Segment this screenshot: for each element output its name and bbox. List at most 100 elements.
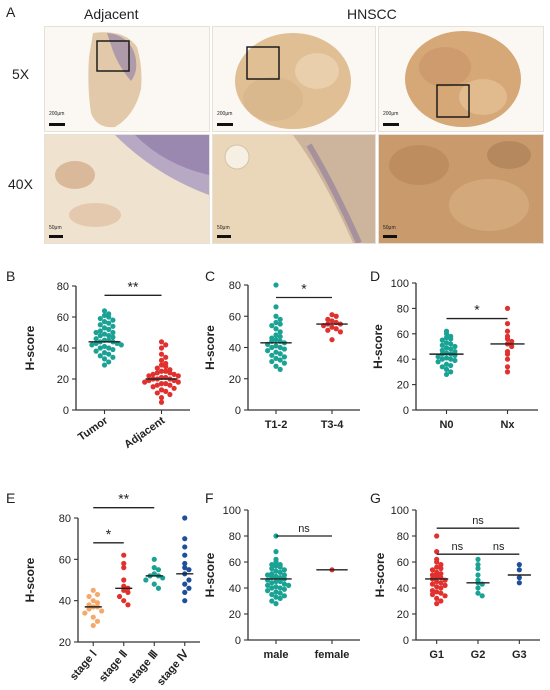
data-point bbox=[186, 577, 192, 583]
data-point bbox=[110, 346, 116, 353]
data-point bbox=[151, 565, 157, 571]
x-tick-label: Nx bbox=[500, 419, 515, 431]
y-tick-label: 40 bbox=[229, 343, 241, 355]
data-point bbox=[281, 586, 287, 592]
panel-c-letter: C bbox=[205, 268, 216, 284]
data-point bbox=[90, 587, 96, 593]
y-tick-label: 80 bbox=[59, 513, 71, 525]
x-tick-label: stage Ⅳ bbox=[155, 648, 192, 688]
data-point bbox=[171, 371, 177, 377]
significance-label: ** bbox=[128, 280, 139, 294]
data-point bbox=[182, 598, 188, 604]
data-point bbox=[475, 565, 481, 572]
data-point bbox=[429, 591, 436, 598]
data-point bbox=[475, 562, 481, 568]
data-point bbox=[273, 349, 279, 355]
micrograph-hnscc1-40x: 50μm bbox=[212, 134, 376, 244]
data-point bbox=[101, 362, 108, 368]
data-point bbox=[86, 606, 92, 612]
data-point bbox=[443, 335, 450, 341]
data-point bbox=[90, 614, 96, 620]
data-point bbox=[438, 580, 444, 586]
data-point bbox=[277, 329, 283, 335]
data-point bbox=[333, 313, 339, 319]
data-point bbox=[86, 593, 92, 600]
data-point bbox=[273, 337, 279, 343]
y-tick-label: 0 bbox=[403, 635, 409, 647]
data-point bbox=[504, 328, 511, 334]
data-point bbox=[452, 348, 458, 355]
y-tick-label: 60 bbox=[397, 557, 409, 569]
row-label-5x: 5X bbox=[12, 66, 30, 82]
data-point bbox=[182, 515, 188, 521]
data-point bbox=[182, 544, 188, 550]
data-point bbox=[110, 329, 116, 336]
significance-label: * bbox=[474, 302, 480, 318]
data-point bbox=[504, 351, 511, 357]
data-point bbox=[118, 342, 124, 348]
data-point bbox=[448, 336, 454, 342]
data-point bbox=[94, 600, 101, 606]
data-point bbox=[101, 319, 108, 325]
data-point bbox=[146, 373, 152, 379]
data-point bbox=[443, 366, 450, 372]
data-point bbox=[329, 312, 335, 318]
data-point bbox=[434, 569, 440, 575]
data-point bbox=[273, 304, 279, 310]
y-tick-label: 40 bbox=[57, 343, 69, 355]
data-point bbox=[125, 589, 131, 595]
data-point bbox=[438, 590, 444, 596]
data-point bbox=[265, 582, 271, 588]
data-point bbox=[101, 356, 108, 362]
data-point bbox=[479, 593, 485, 599]
y-tick-label: 100 bbox=[391, 505, 409, 517]
data-point bbox=[273, 563, 279, 569]
data-point bbox=[439, 337, 445, 343]
data-point bbox=[504, 305, 511, 311]
data-point bbox=[448, 356, 454, 362]
data-point bbox=[281, 572, 287, 578]
y-tick-label: 0 bbox=[235, 635, 241, 647]
data-point bbox=[90, 598, 96, 604]
data-point bbox=[429, 567, 436, 573]
data-point bbox=[277, 366, 283, 372]
data-point bbox=[439, 342, 445, 348]
data-point bbox=[434, 595, 440, 601]
data-point bbox=[163, 354, 169, 360]
data-point bbox=[269, 323, 275, 329]
data-point bbox=[434, 564, 440, 570]
y-tick-label: 80 bbox=[229, 531, 241, 543]
y-tick-label: 0 bbox=[235, 405, 241, 417]
header-adjacent: Adjacent bbox=[84, 6, 139, 22]
data-point bbox=[438, 571, 444, 577]
significance-label: * bbox=[106, 526, 112, 542]
data-point bbox=[516, 562, 522, 568]
x-tick-label: stage Ⅰ bbox=[68, 648, 100, 683]
scale-label-hnscc1-5x: 200μm bbox=[217, 111, 233, 117]
data-point bbox=[448, 362, 454, 369]
chart-b: 0 20 40 60 80 H-score Tumor Adjacent ** bbox=[23, 280, 190, 451]
data-point bbox=[93, 348, 99, 354]
data-point bbox=[269, 565, 275, 572]
data-point bbox=[158, 395, 165, 401]
data-point bbox=[273, 355, 279, 362]
data-point bbox=[94, 618, 101, 624]
data-point bbox=[97, 322, 103, 328]
y-tick-label: 100 bbox=[391, 278, 409, 290]
data-point bbox=[121, 583, 127, 589]
y-tick-label: 20 bbox=[229, 374, 241, 386]
data-point bbox=[121, 565, 127, 571]
data-point bbox=[277, 357, 283, 363]
y-tick-label: 60 bbox=[229, 557, 241, 569]
data-point bbox=[269, 344, 275, 351]
data-point bbox=[154, 390, 160, 396]
y-axis-label: H-score bbox=[23, 557, 37, 602]
data-point bbox=[281, 593, 287, 599]
panel-d-letter: D bbox=[370, 268, 381, 284]
data-point bbox=[106, 351, 112, 357]
data-point bbox=[186, 567, 192, 573]
significance-label: * bbox=[301, 281, 307, 297]
data-point bbox=[167, 391, 173, 398]
data-point bbox=[277, 351, 283, 357]
